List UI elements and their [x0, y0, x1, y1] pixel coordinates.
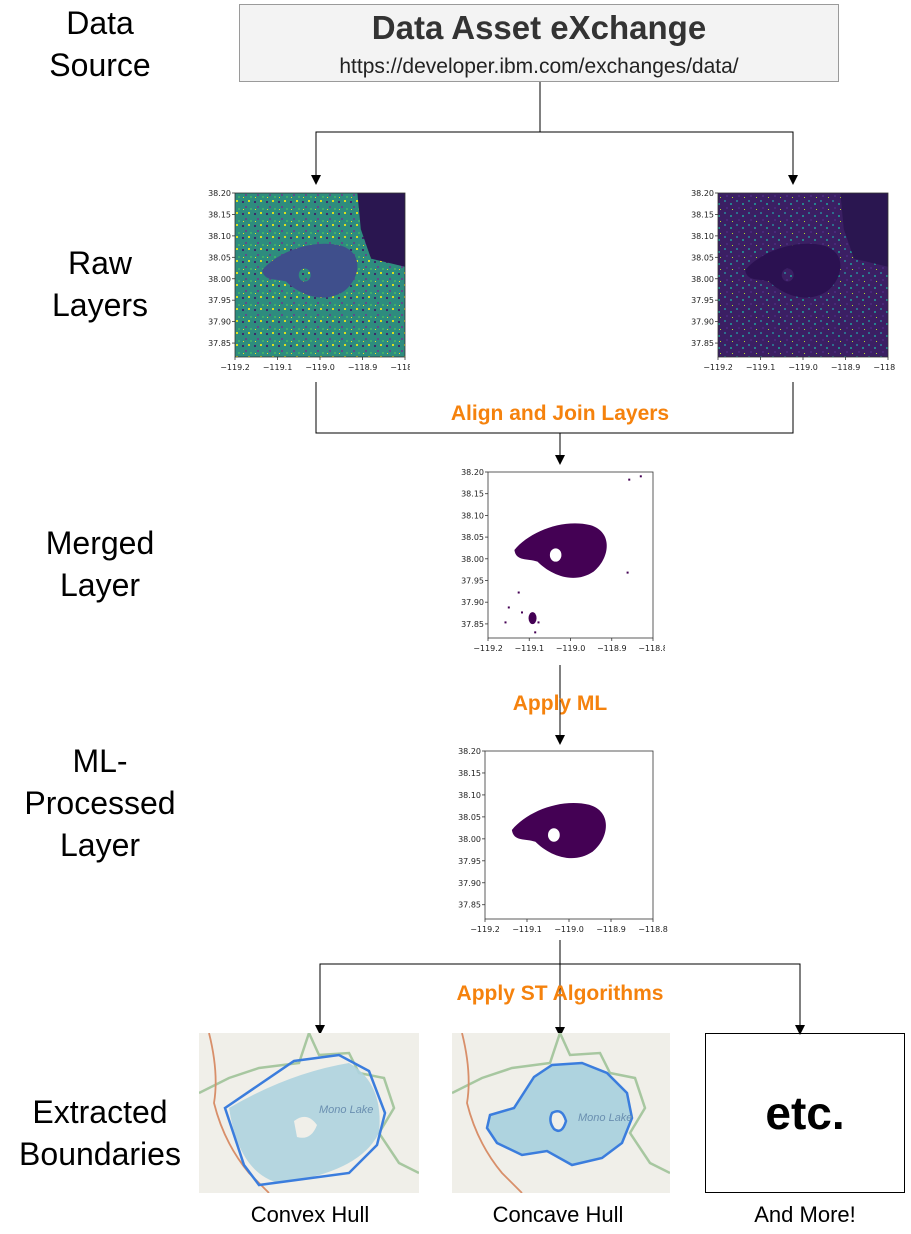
y-tick-label: 38.15: [461, 490, 484, 499]
source-url[interactable]: https://developer.ibm.com/exchanges/data…: [339, 55, 739, 78]
step-apply-ml: Apply ML: [512, 692, 608, 715]
x-tick-label: −119.1: [263, 363, 293, 372]
x-tick-label: −119.2: [703, 363, 733, 372]
ml-processed-layer-plot: 38.20 38.15 38.10 38.05 38.00 37.95 37.90 37.85…: [458, 747, 668, 934]
y-tick-label: 38.20: [458, 747, 481, 756]
concave-hull-map: Mono Lake: [452, 1033, 670, 1193]
stage-label-data-source: Data Source: [49, 5, 151, 83]
x-tick-label: −119.1: [512, 925, 542, 934]
raw-layer-a-plot: 38.20 38.15 38.10 38.05 38.00 37.95 37.90 37.85…: [208, 189, 410, 372]
concave-hull-caption: Concave Hull: [492, 1202, 624, 1227]
x-tick-label: −119.0: [788, 363, 818, 372]
x-tick-label: −119.2: [220, 363, 250, 372]
step-apply-st: Apply ST Algorithms: [456, 982, 664, 1005]
x-tick-label: −119.1: [746, 363, 776, 372]
y-tick-label: 38.00: [458, 835, 481, 844]
y-tick-label: 38.20: [691, 189, 714, 198]
y-tick-label: 38.15: [458, 769, 481, 778]
x-tick-label: −119.0: [556, 644, 586, 653]
x-tick-label: −118.9: [348, 363, 378, 372]
y-tick-label: 37.85: [691, 339, 714, 348]
y-tick-label: 37.95: [691, 296, 714, 305]
y-tick-label: 38.15: [691, 210, 714, 219]
y-tick-label: 37.85: [458, 901, 481, 910]
y-tick-label: 38.05: [458, 813, 481, 822]
more-methods-box: etc.: [705, 1033, 905, 1193]
source-title: Data Asset eXchange: [371, 9, 707, 46]
concave-map-lake-label: Mono Lake: [578, 1112, 632, 1124]
y-tick-label: 38.00: [208, 275, 231, 284]
stage-label-merged-layer: Merged Layer: [45, 525, 155, 603]
stage-label-raw-layers: Raw Layers: [51, 245, 149, 323]
y-tick-label: 38.20: [461, 468, 484, 477]
arrow-to-convex: [315, 940, 561, 1035]
y-tick-label: 37.85: [208, 339, 231, 348]
y-tick-label: 37.95: [461, 576, 484, 585]
convex-hull-caption: Convex Hull: [250, 1202, 370, 1227]
y-tick-label: 38.05: [691, 253, 714, 262]
y-tick-label: 38.10: [691, 232, 714, 241]
y-tick-label: 37.90: [208, 318, 231, 327]
x-tick-label: −119.2: [470, 925, 500, 934]
x-tick-label: −118.9: [597, 644, 627, 653]
arrow-source-to-layer-a: [311, 82, 541, 185]
x-tick-label: −118.9: [831, 363, 861, 372]
y-tick-label: 37.90: [458, 879, 481, 888]
and-more-caption: And More!: [754, 1202, 856, 1227]
x-tick-label: −118.9: [596, 925, 626, 934]
y-tick-label: 38.00: [691, 275, 714, 284]
stage-label-extracted-boundaries: Extracted Boundaries: [19, 1094, 181, 1172]
convex-map-lake-label: Mono Lake: [319, 1104, 373, 1116]
y-tick-label: 38.05: [208, 253, 231, 262]
stage-label-ml-processed-layer: ML- Processed Layer: [24, 743, 176, 863]
y-tick-label: 37.90: [691, 318, 714, 327]
data-source-box: Data Asset eXchange https://developer.ib…: [239, 4, 839, 82]
x-tick-label: −119.1: [514, 644, 544, 653]
y-tick-label: 37.95: [458, 857, 481, 866]
y-tick-label: 37.95: [208, 296, 231, 305]
y-tick-label: 38.20: [208, 189, 231, 198]
x-tick-label: −118.8: [638, 925, 668, 934]
arrow-source-to-layer-b: [540, 131, 798, 185]
x-tick-label: −118.8: [390, 363, 410, 372]
x-tick-label: −119.0: [554, 925, 584, 934]
y-tick-label: 37.90: [461, 598, 484, 607]
y-tick-label: 38.10: [461, 511, 484, 520]
x-tick-label: −118.8: [873, 363, 896, 372]
y-tick-label: 38.05: [461, 533, 484, 542]
y-tick-label: 37.85: [461, 620, 484, 629]
y-tick-label: 38.15: [208, 210, 231, 219]
join-bracket: [315, 382, 794, 434]
y-tick-label: 38.10: [208, 232, 231, 241]
step-align-join: Align and Join Layers: [450, 402, 670, 425]
etc-label: etc.: [765, 1087, 845, 1139]
raw-layer-b-plot: 38.20 38.15 38.10 38.05 38.00 37.95 37.90 37.85…: [691, 189, 896, 372]
merged-layer-plot: 38.20 38.15 38.10 38.05 38.00 37.95 37.90 37.85…: [461, 468, 665, 653]
x-tick-label: −119.2: [473, 644, 503, 653]
y-tick-label: 38.10: [458, 791, 481, 800]
y-tick-label: 38.00: [461, 555, 484, 564]
x-tick-label: −118.8: [638, 644, 665, 653]
x-tick-label: −119.0: [305, 363, 335, 372]
arrow-to-more: [560, 963, 805, 1035]
convex-hull-map: Mono Lake: [199, 1033, 419, 1193]
